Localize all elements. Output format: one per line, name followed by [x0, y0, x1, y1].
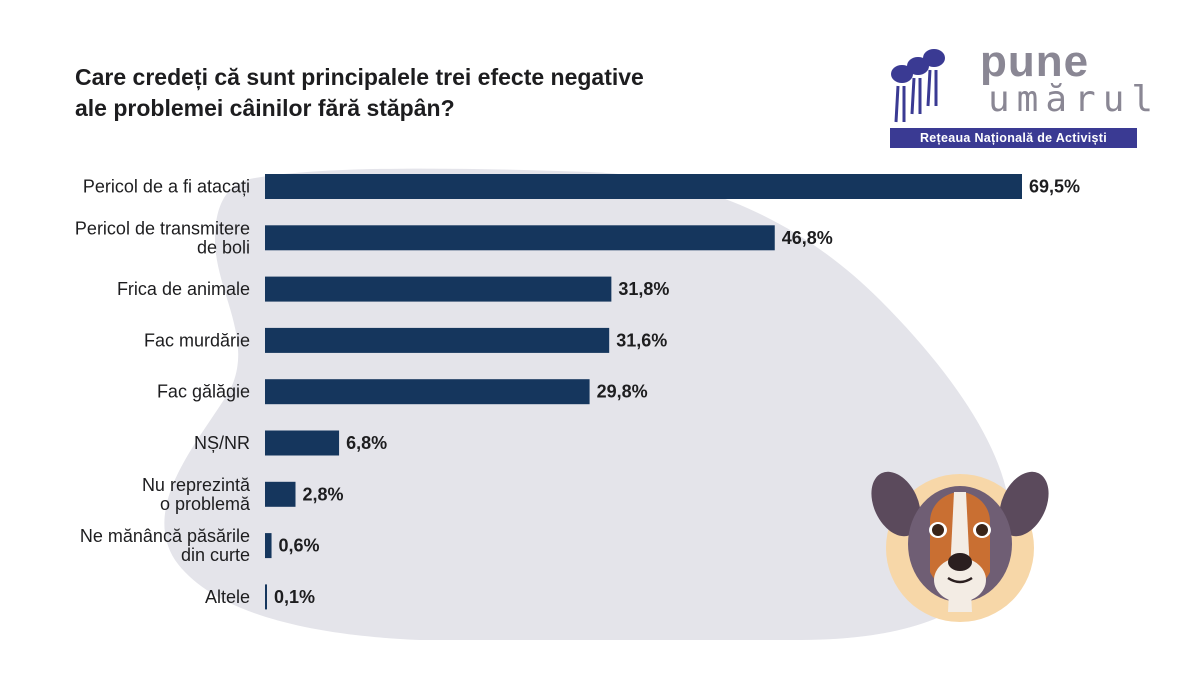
value-label: 31,6% [616, 330, 667, 350]
category-label: Fac gălăgie [157, 382, 250, 402]
title-line-2: ale problemei câinilor fără stăpân? [75, 95, 455, 121]
title-line-1: Care credeți că sunt principalele trei e… [75, 64, 644, 90]
bar [265, 584, 267, 610]
category-label: Nu reprezintă o problemă [142, 475, 251, 514]
bar [265, 276, 612, 302]
bar [265, 533, 272, 559]
logo-word-pune: pune [980, 37, 1090, 86]
category-label: Ne mănâncă păsările din curte [80, 526, 250, 565]
category-label: Altele [205, 587, 250, 607]
logo-tagline: Rețeaua Națională de Activiști [890, 128, 1137, 148]
bar [265, 379, 590, 405]
category-label: NȘ/NR [194, 433, 250, 453]
bar [265, 174, 1022, 199]
category-label: Pericol de transmitere de boli [75, 218, 250, 257]
logo-word-umarul: umărul [988, 79, 1161, 120]
value-label: 0,6% [279, 536, 320, 556]
category-label: Fac murdărie [144, 330, 250, 350]
value-label: 46,8% [782, 228, 833, 248]
chart-title: Care credeți că sunt principalele trei e… [75, 62, 775, 124]
bar [265, 327, 610, 353]
logo: pune umărul Rețeaua Națională de Activiș… [888, 37, 1153, 152]
category-label: Frica de animale [117, 279, 250, 299]
bar [265, 225, 775, 251]
bar [265, 430, 340, 456]
value-label: 0,1% [274, 587, 315, 607]
value-label: 6,8% [346, 433, 387, 453]
bar-chart: 69,5% Pericol de a fi atacați 46,8% Pericol… [75, 174, 1080, 610]
value-label: 31,8% [618, 279, 669, 299]
category-label: Pericol de a fi atacați [83, 177, 250, 197]
value-label: 29,8% [597, 382, 648, 402]
dog-illustration [871, 471, 1049, 622]
people-logo-icon [891, 49, 945, 123]
value-label: 2,8% [302, 484, 343, 504]
value-label: 69,5% [1029, 177, 1080, 197]
bar [265, 481, 296, 507]
